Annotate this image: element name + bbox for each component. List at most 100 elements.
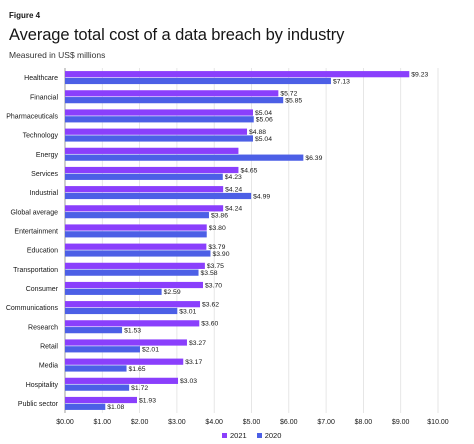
- bar-2021: [65, 358, 184, 365]
- bar-2020: [65, 288, 162, 295]
- category-label: Services: [31, 171, 58, 178]
- x-tick-label: $3.00: [168, 419, 186, 426]
- bar-2021: [65, 90, 279, 97]
- x-tick-label: $6.00: [280, 419, 298, 426]
- x-tick-label: $2.00: [131, 419, 149, 426]
- category-label: Financial: [30, 94, 58, 101]
- bar-2020: [65, 269, 199, 276]
- x-tick-label: $8.00: [355, 419, 373, 426]
- data-label-2020: $1.08: [107, 404, 124, 411]
- legend-label-2021: 2021: [230, 431, 247, 440]
- bar-2021: [65, 262, 205, 269]
- data-label-2021: $4.88: [249, 129, 266, 136]
- category-label: Communications: [6, 305, 59, 312]
- data-label-2020: $2.59: [164, 289, 181, 296]
- bar-2021: [65, 205, 224, 212]
- bar-2021: [65, 320, 200, 327]
- legend: 2021 2020: [222, 431, 281, 440]
- category-label: Hospitality: [26, 382, 59, 389]
- chart-title: Average total cost of a data breach by i…: [9, 26, 345, 44]
- x-tick-label: $1.00: [94, 419, 112, 426]
- data-label-2021: $5.04: [255, 110, 272, 117]
- bar-2021: [65, 186, 224, 193]
- category-label: Global average: [11, 209, 59, 216]
- data-label-2020: $3.86: [211, 212, 228, 219]
- category-label: Consumer: [26, 286, 59, 293]
- figure-label: Figure 4: [9, 11, 41, 20]
- data-label-2021: $4.24: [225, 206, 242, 213]
- data-label-2020: $3.58: [201, 270, 218, 277]
- data-label-2021: $9.23: [411, 71, 428, 78]
- bar-2021: [65, 166, 239, 174]
- category-label: Public sector: [18, 401, 59, 408]
- bar-2021: [65, 147, 239, 154]
- data-label-2021: $4.65: [240, 167, 257, 174]
- bar-2020: [65, 403, 106, 410]
- bar-2020: [65, 346, 140, 353]
- category-label: Pharmaceuticals: [6, 113, 58, 120]
- x-tick-label: $9.00: [392, 419, 410, 426]
- category-label: Industrial: [30, 190, 59, 197]
- legend-label-2020: 2020: [264, 431, 282, 440]
- category-label: Research: [28, 324, 58, 331]
- x-tick-label: $10.00: [427, 419, 449, 426]
- data-label-2020: $4.23: [225, 174, 242, 181]
- legend-swatch-2021: [222, 433, 227, 438]
- bar-2021: [65, 109, 253, 116]
- data-label-2020: $4.99: [253, 193, 270, 200]
- data-label-2020: $3.01: [179, 308, 196, 315]
- bar-2020: [65, 135, 253, 142]
- data-label-2020: $2.01: [142, 347, 159, 354]
- data-label-2021: $3.79: [208, 244, 225, 251]
- data-label-2021: $3.03: [180, 378, 197, 385]
- bar-2020: [65, 77, 331, 85]
- data-label-2021: $3.80: [209, 225, 226, 232]
- bar-2021: [65, 128, 248, 135]
- category-label: Retail: [40, 343, 58, 350]
- data-label-2021: $3.17: [185, 359, 202, 366]
- data-label-2020: $3.90: [212, 251, 229, 258]
- bar-2020: [65, 116, 254, 123]
- data-label-2021: $3.27: [189, 340, 206, 347]
- data-label-2021: $3.60: [201, 321, 218, 328]
- x-tick-label: $0.00: [56, 419, 74, 426]
- data-label-2021: $3.70: [205, 282, 222, 289]
- data-label-2020: $5.85: [285, 97, 302, 104]
- data-label-2021: $4.24: [225, 186, 242, 193]
- chart-subtitle: Measured in US$ millions: [9, 50, 106, 60]
- bar-2020: [65, 97, 284, 104]
- data-label-2021: $3.62: [202, 301, 219, 308]
- bar-2021: [65, 71, 410, 78]
- bar-2021: [65, 281, 204, 289]
- data-label-2021: $5.72: [280, 91, 297, 98]
- bar-2020: [65, 327, 123, 334]
- legend-item-2020: 2020: [256, 431, 282, 440]
- x-tick-label: $5.00: [243, 419, 261, 426]
- x-tick-label: $4.00: [205, 419, 223, 426]
- category-label: Energy: [36, 152, 59, 159]
- category-label: Education: [27, 248, 58, 255]
- bar-2021: [65, 224, 207, 231]
- bar-2020: [65, 212, 209, 219]
- category-label: Transportation: [13, 267, 58, 274]
- data-label-2021: $3.75: [207, 263, 224, 270]
- data-label-2020: $7.13: [333, 78, 350, 85]
- data-label-2020: $1.72: [131, 385, 148, 392]
- bar-2020: [65, 365, 127, 372]
- x-tick-label: $7.00: [317, 419, 335, 426]
- data-label-2020: $1.65: [129, 366, 146, 373]
- bar-2021: [65, 243, 207, 250]
- data-label-2021: $1.93: [139, 397, 156, 404]
- bar-2020: [65, 384, 130, 391]
- category-label: Technology: [23, 133, 59, 140]
- bar-2020: [65, 231, 207, 238]
- category-label: Media: [39, 363, 58, 370]
- bar-2021: [65, 396, 137, 404]
- bar-2020: [65, 173, 223, 180]
- legend-item-2021: 2021: [222, 431, 247, 440]
- bar-2020: [65, 154, 304, 161]
- data-label-2020: $5.04: [255, 136, 272, 143]
- bar-2021: [65, 339, 187, 346]
- legend-swatch-2020: [256, 433, 262, 438]
